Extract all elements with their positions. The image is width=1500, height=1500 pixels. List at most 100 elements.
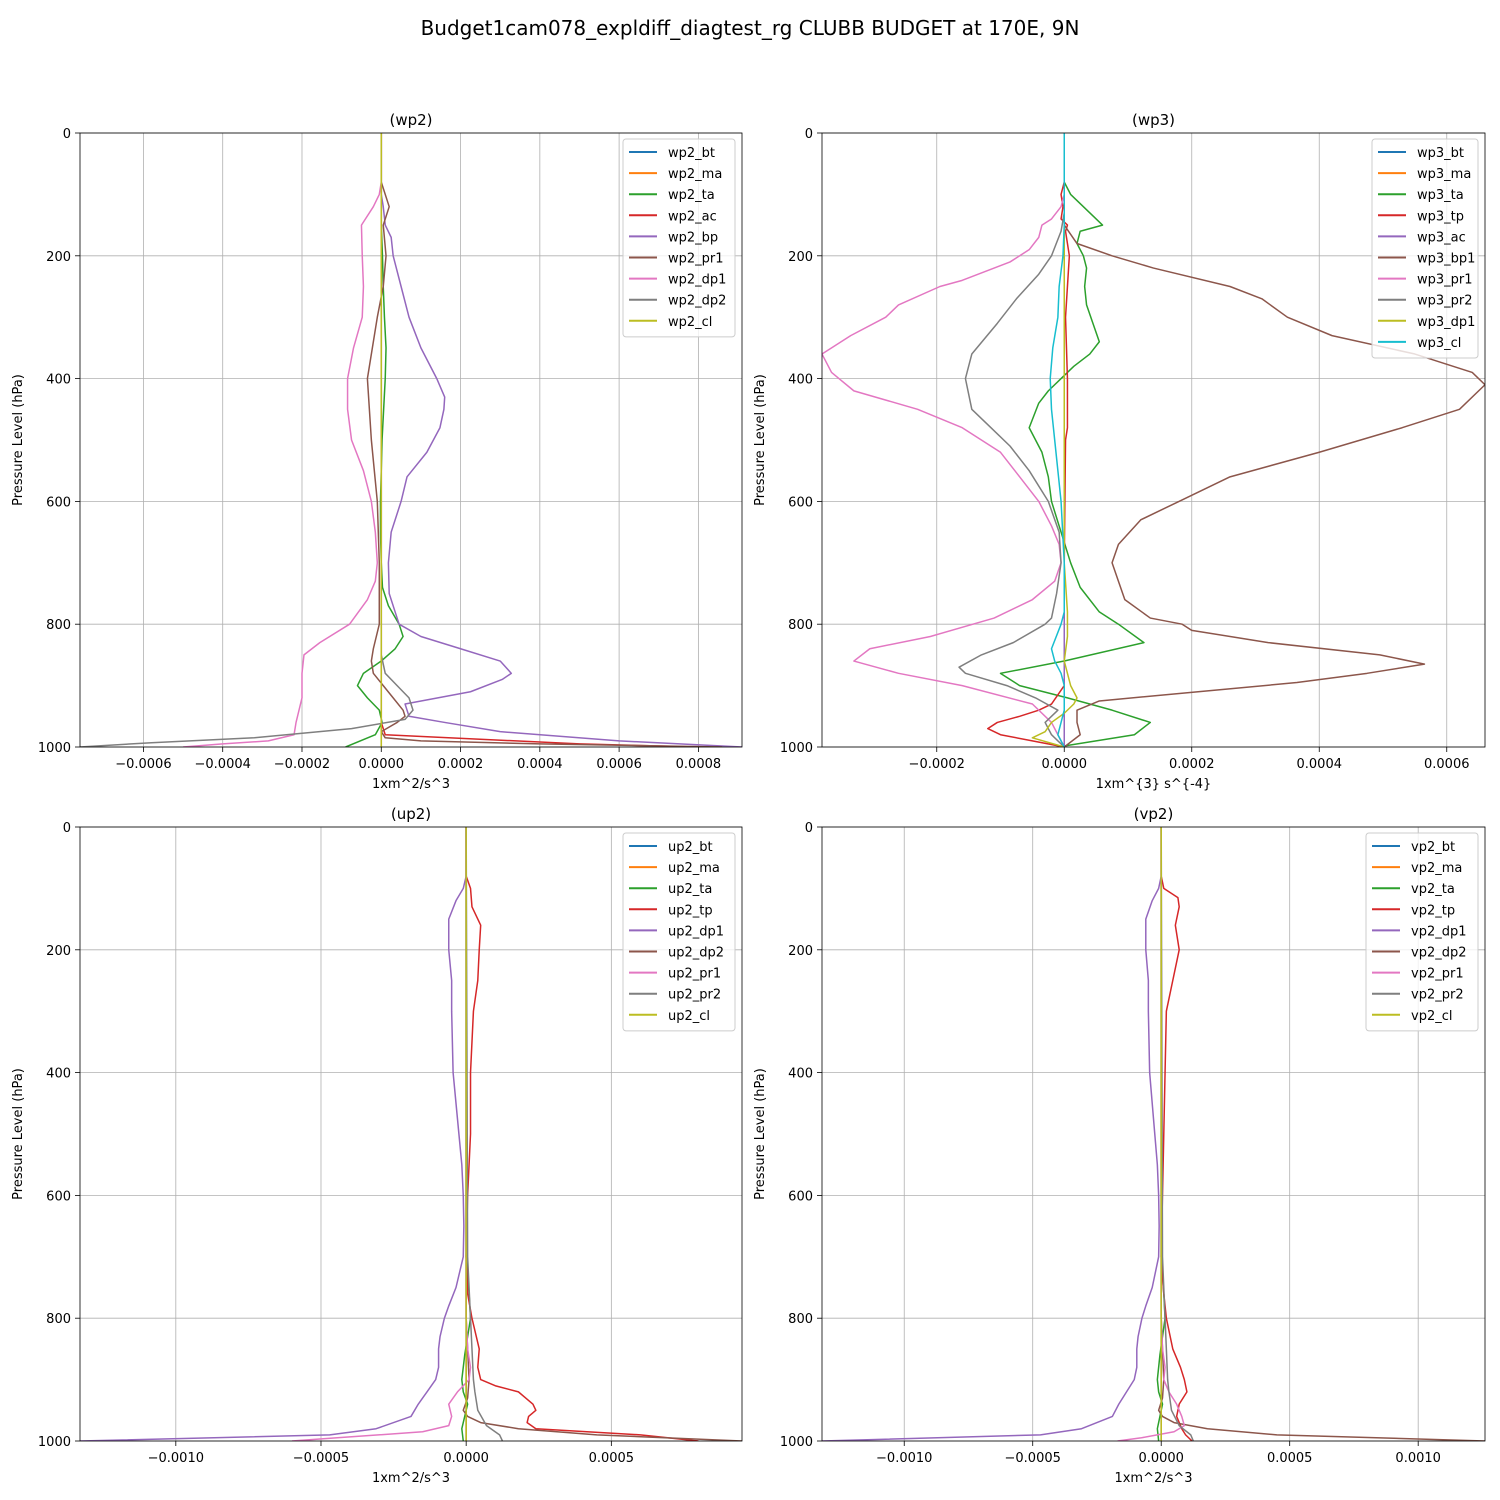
x-tick-label: 0.0000 [359,757,405,772]
x-tick-label: 0.0002 [1169,757,1215,772]
y-tick-label: 400 [788,373,813,388]
figure-title: Budget1cam078_expldiff_diagtest_rg CLUBB… [420,16,1080,40]
legend-label: up2_pr1 [668,967,721,982]
y-tick-label: 1000 [38,741,71,756]
legend: wp3_bt wp3_ma wp3_ta wp3_tp wp3_ac wp3_bp1 wp3… [1371,138,1479,359]
legend-box [1365,832,1479,1032]
x-tick-label: 0.0004 [517,757,563,772]
series-line-up2_dp1 [80,827,467,1441]
legend-label: wp3_pr1 [1417,273,1473,288]
legend-label: vp2_tp [1411,903,1455,918]
x-axis-label: 1xm^{3} s^{-4} [1096,777,1212,792]
x-tick-label: −0.0004 [195,757,251,772]
series-group [822,827,1485,1441]
legend-label: vp2_cl [1411,1009,1452,1024]
legend-label: wp3_ta [1417,188,1464,203]
y-tick-label: 200 [46,944,71,959]
y-tick-label: 1000 [38,1435,71,1450]
legend-label: wp2_cl [668,315,712,330]
plot-frame [79,826,743,1442]
series-line-wp3_dp1 [1031,133,1078,747]
legend: vp2_bt vp2_ma vp2_ta vp2_tp vp2_dp1 vp2_dp2vp… [1365,832,1479,1032]
legend-label: vp2_pr1 [1411,967,1464,982]
legend-label: up2_dp1 [668,924,724,939]
x-axis-label: 1xm^2/s^3 [372,1471,450,1486]
y-tick-label: 1000 [780,1435,813,1450]
legend-label: wp2_dp2 [668,294,726,309]
y-tick-label: 800 [46,1312,71,1327]
legend-label: vp2_dp1 [1411,924,1467,939]
plot-frame [821,132,1486,748]
series-group [80,827,742,1441]
x-tick-label: −0.0006 [115,757,171,772]
y-tick-label: 1000 [780,741,813,756]
legend-label: up2_tp [668,903,713,918]
chart-panel-2: −0.0002 0.0000 0.0002 0.0004 0.0006 0 200 400 60… [753,111,1486,792]
y-tick-label: 0 [63,127,71,142]
legend-label: wp3_bt [1417,146,1464,161]
series-line-up2_pr1 [291,827,472,1441]
x-axis-label: 1xm^2/s^3 [1114,1471,1192,1486]
y-tick-label: 800 [46,618,71,633]
series-line-wp3_pr2 [958,133,1065,747]
series-line-wp3_bp1 [1063,133,1485,747]
series-line-vp2_pr1 [1117,827,1186,1441]
x-tick-label: 0.0000 [443,1451,489,1466]
y-tick-label: 600 [788,495,813,510]
x-tick-label: 0.0002 [438,757,484,772]
legend-box [622,138,736,338]
chart-panel-3: −0.0010 −0.0005 0.0000 0.0005 0 200 400 600 800 1… [11,805,743,1486]
x-tick-label: −0.0002 [274,757,330,772]
series-line-vp2_dp1 [822,827,1162,1441]
legend-label: wp3_tp [1417,209,1464,224]
series-group [80,133,742,747]
legend-label: wp2_bt [668,146,715,161]
legend-label: vp2_bt [1411,840,1455,855]
legend: up2_bt up2_ma up2_ta up2_tp up2_dp1 up2_dp2up… [622,832,736,1032]
legend-label: up2_bt [668,840,713,855]
y-tick-label: 400 [46,373,71,388]
x-tick-label: 0.0005 [1267,1451,1313,1466]
x-tick-label: −0.0005 [1005,1451,1061,1466]
y-tick-label: 0 [805,127,813,142]
y-tick-label: 800 [788,618,813,633]
plot-frame [821,826,1486,1442]
legend-label: wp3_cl [1417,336,1461,351]
y-axis-label: Pressure Level (hPa) [11,1068,26,1200]
y-tick-label: 400 [46,1067,71,1082]
x-tick-label: −0.0002 [909,757,965,772]
series-line-wp2_ta [345,133,404,747]
series-line-wp2_bp [380,133,742,747]
x-tick-label: 0.0000 [1042,757,1088,772]
legend-label: wp2_dp1 [668,273,726,288]
legend-label: wp2_ta [668,188,715,203]
chart-panel-4: −0.0010 −0.0005 0.0000 0.0005 0.0010 0 200 400 6… [753,805,1486,1486]
x-tick-label: −0.0010 [148,1451,204,1466]
legend-label: up2_cl [668,1009,710,1024]
y-tick-label: 800 [788,1312,813,1327]
legend-label: up2_pr2 [668,988,721,1003]
legend-label: vp2_ma [1411,861,1462,876]
x-axis-label: 1xm^2/s^3 [372,777,450,792]
plot-frame [79,132,743,748]
legend-label: wp3_pr2 [1417,294,1473,309]
panel-title: (wp3) [1132,111,1175,129]
legend-label: wp2_bp [668,230,718,245]
y-tick-label: 200 [788,250,813,265]
x-tick-label: 0.0004 [1297,757,1343,772]
panel-title: (wp2) [389,111,432,129]
series-line-up2_pr2 [465,827,504,1441]
series-line-wp3_pr1 [822,133,1065,747]
y-tick-label: 200 [46,250,71,265]
legend: wp2_bt wp2_ma wp2_ta wp2_ac wp2_bp wp2_pr1 wp2… [622,138,736,338]
legend-label: wp3_dp1 [1417,315,1475,330]
x-tick-label: 0.0005 [589,1451,635,1466]
y-tick-label: 600 [46,495,71,510]
legend-label: wp3_bp1 [1417,252,1475,267]
legend-label: wp2_ma [668,167,722,182]
legend-label: up2_dp2 [668,946,724,961]
series-line-vp2_pr2 [1160,827,1195,1441]
legend-label: vp2_pr2 [1411,988,1464,1003]
series-group [822,133,1485,747]
